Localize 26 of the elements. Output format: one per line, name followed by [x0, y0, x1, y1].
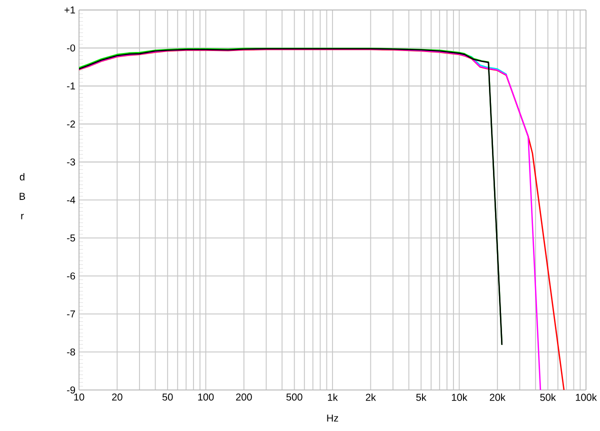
y-tick-label: -9: [67, 386, 76, 394]
x-axis-title: Hz: [327, 414, 338, 422]
y-tick-label: -4: [67, 196, 76, 204]
y-tick-label: -2: [67, 120, 75, 128]
x-tick-label: 1k: [328, 394, 338, 401]
text: dBr: [20, 173, 26, 220]
y-tick-label: +1: [64, 6, 75, 14]
y-tick-label: -8: [67, 348, 76, 356]
y-tick-label: -6: [67, 272, 76, 280]
y-tick-label: -1: [67, 82, 75, 90]
y-tick-label: -0: [67, 44, 76, 52]
y-tick-label: -5: [67, 234, 76, 242]
x-tick-label: 50: [162, 394, 173, 401]
x-tick-label: 20k: [490, 394, 506, 401]
x-tick-label: 20: [112, 394, 122, 401]
x-tick-label: 5k: [416, 394, 426, 401]
x-tick-label: 2k: [366, 394, 376, 401]
x-tick-label: 10k: [452, 394, 468, 401]
x-tick-label: 200: [236, 394, 252, 401]
y-tick-label: -7: [67, 310, 75, 318]
y-tick-label: -3: [67, 158, 76, 166]
x-tick-label: 100: [198, 394, 214, 401]
x-tick-label: 10: [74, 394, 84, 401]
x-tick-label: 50k: [540, 394, 556, 401]
x-tick-label: 100k: [576, 394, 597, 401]
x-tick-label: 500: [286, 394, 302, 401]
